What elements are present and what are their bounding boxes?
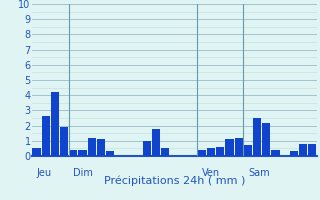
X-axis label: Précipitations 24h ( mm ): Précipitations 24h ( mm )	[104, 175, 245, 186]
Bar	[42, 116, 50, 156]
Bar	[60, 127, 68, 156]
Bar	[235, 138, 243, 156]
Text: Ven: Ven	[202, 168, 220, 178]
Bar	[161, 148, 169, 156]
Bar	[78, 150, 87, 156]
Bar	[32, 148, 41, 156]
Text: Jeu: Jeu	[36, 168, 52, 178]
Bar	[299, 144, 307, 156]
Bar	[88, 138, 96, 156]
Bar	[290, 151, 298, 156]
Bar	[216, 147, 224, 156]
Bar	[97, 139, 105, 156]
Bar	[198, 150, 206, 156]
Bar	[51, 92, 59, 156]
Bar	[308, 144, 316, 156]
Bar	[152, 129, 160, 156]
Text: Sam: Sam	[248, 168, 269, 178]
Text: Dim: Dim	[73, 168, 93, 178]
Bar	[271, 150, 280, 156]
Bar	[253, 118, 261, 156]
Bar	[143, 141, 151, 156]
Bar	[244, 145, 252, 156]
Bar	[106, 151, 114, 156]
Bar	[69, 150, 77, 156]
Bar	[207, 148, 215, 156]
Bar	[262, 123, 270, 156]
Bar	[225, 139, 234, 156]
